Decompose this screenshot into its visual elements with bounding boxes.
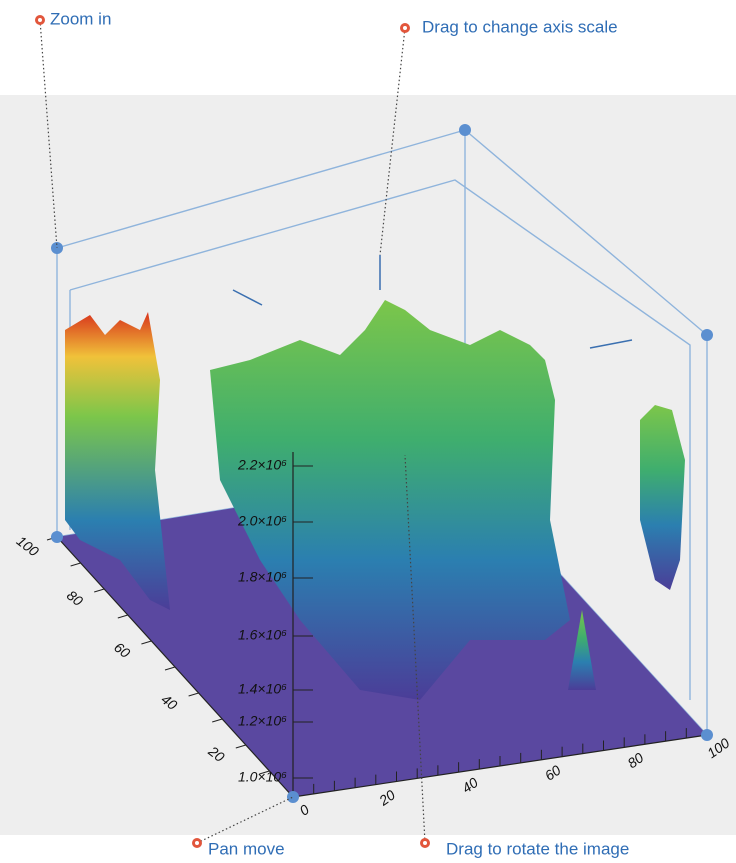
tick-label: 1.0×10⁶ — [238, 769, 287, 785]
callout-label: Drag to change axis scale — [422, 17, 618, 36]
handles[interactable] — [51, 124, 713, 803]
tick-label: 1.6×10⁶ — [238, 627, 287, 643]
callout-label: Drag to rotate the image — [446, 839, 629, 858]
tick-mark — [188, 692, 199, 697]
tick-label: 1.4×10⁶ — [238, 681, 287, 697]
tick-label: 1.2×10⁶ — [238, 713, 287, 729]
tick-mark — [141, 640, 152, 645]
handle[interactable] — [701, 729, 713, 741]
tick-mark — [259, 770, 270, 775]
handle[interactable] — [701, 329, 713, 341]
surface — [65, 255, 685, 700]
handle[interactable] — [459, 124, 471, 136]
tick-label: 1.8×10⁶ — [238, 569, 287, 585]
tick-label: 2.2×10⁶ — [237, 457, 287, 473]
tick-mark — [70, 562, 81, 567]
tick-mark — [212, 718, 223, 723]
callout-label: Zoom in — [50, 9, 111, 28]
tick-label: 2.0×10⁶ — [237, 513, 287, 529]
tick-mark — [94, 588, 105, 593]
callouts: Zoom in Drag to change axis scale Pan mo… — [35, 9, 629, 858]
tick-mark — [164, 666, 176, 671]
callout-label: Pan move — [208, 839, 285, 858]
tick-label: 20 — [375, 786, 398, 809]
pan-handle[interactable] — [287, 791, 299, 803]
handle[interactable] — [51, 531, 63, 543]
tick-mark — [117, 614, 128, 619]
tick-mark — [235, 744, 246, 749]
